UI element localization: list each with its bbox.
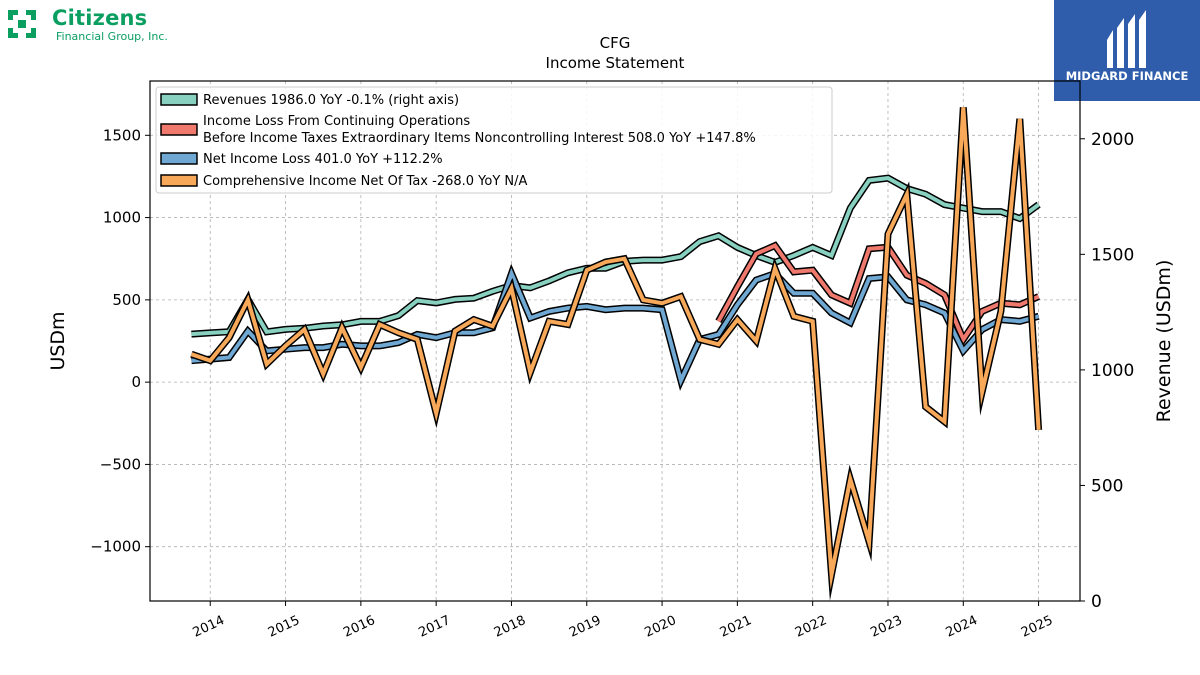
y-tick-label-right: 0 <box>1091 592 1102 612</box>
series-revenues <box>191 174 1041 338</box>
series-layer <box>190 107 1043 601</box>
x-tick-label: 2022 <box>793 613 829 641</box>
y-tick-label-left: −1000 <box>90 538 141 556</box>
y-tick-label-left: 1000 <box>103 209 141 227</box>
x-tick-label: 2016 <box>341 613 377 641</box>
x-tick-label: 2018 <box>492 613 528 641</box>
y-tick-label-left: 500 <box>112 291 141 309</box>
legend-label-comprehensive-income: Comprehensive Income Net Of Tax -268.0 Y… <box>203 174 528 189</box>
x-axis: 2014 2015 2016 2017 2018 2019 2020 2021 2022 2023… <box>191 601 1055 641</box>
legend-label-income-loss-line2: Before Income Taxes Extraordinary Items … <box>203 131 756 146</box>
x-tick-label: 2024 <box>944 613 980 641</box>
legend-item-comprehensive-income: Comprehensive Income Net Of Tax -268.0 Y… <box>160 174 528 189</box>
midgard-logo: MIDGARD FINANCE <box>1054 0 1200 101</box>
legend-label-net-income: Net Income Loss 401.0 YoY +112.2% <box>203 152 443 167</box>
x-tick-label: 2020 <box>642 613 678 641</box>
citizens-logo: Citizens Financial Group, Inc. <box>4 4 204 44</box>
y-tick-label-right: 500 <box>1091 476 1123 496</box>
y-tick-label-left: 1500 <box>103 126 141 144</box>
citizens-logo-mark-icon <box>8 10 36 38</box>
x-tick-label: 2021 <box>718 613 754 641</box>
y-tick-label-left: −500 <box>100 455 141 473</box>
right-logo-name: MIDGARD FINANCE <box>1065 69 1189 83</box>
legend-item-net-income: Net Income Loss 401.0 YoY +112.2% <box>160 152 443 167</box>
x-tick-label: 2017 <box>417 613 453 641</box>
x-tick-label: 2025 <box>1019 613 1055 641</box>
legend-swatch-income-loss <box>160 123 198 136</box>
series-line-income-loss-from <box>716 243 1040 344</box>
x-tick-label: 2014 <box>191 613 227 641</box>
series-income-loss-from <box>715 241 1040 347</box>
chart-title: CFG <box>600 34 631 52</box>
legend-swatch-comprehensive-income <box>160 174 198 187</box>
y-tick-label-right: 1500 <box>1091 245 1134 265</box>
legend-label-income-loss-line1: Income Loss From Continuing Operations <box>203 114 470 129</box>
midgard-logo-mark-icon <box>1107 10 1146 68</box>
series-line-revenues <box>191 176 1040 337</box>
legend-box <box>155 86 833 194</box>
legend-swatch-net-income <box>160 152 198 165</box>
left-logo-subtitle: Financial Group, Inc. <box>56 30 168 43</box>
series-comprehensive-income-net <box>190 107 1043 601</box>
legend: Revenues 1986.0 YoY -0.1% (right axis) I… <box>155 86 833 194</box>
chart-subtitle: Income Statement <box>546 54 685 72</box>
legend-item-income-loss: Income Loss From Continuing Operations B… <box>160 114 756 146</box>
y-tick-label-right: 1000 <box>1091 361 1134 381</box>
x-tick-label: 2019 <box>567 613 603 641</box>
left-logo-name: Citizens <box>52 6 148 30</box>
legend-swatch-revenues <box>160 93 198 106</box>
plot-frame <box>149 80 1081 602</box>
series-line-comprehensive-income-net <box>190 107 1041 590</box>
y-axis-label-right: Revenue (USDm) <box>1153 260 1175 423</box>
y-axis-left: −1000 −500 0 500 1000 1500 <box>90 126 150 556</box>
y-axis-label-left: USDm <box>47 311 69 370</box>
x-tick-label: 2015 <box>266 613 302 641</box>
x-tick-label: 2023 <box>868 613 904 641</box>
legend-item-revenues: Revenues 1986.0 YoY -0.1% (right axis) <box>160 93 459 108</box>
y-tick-label-left: 0 <box>131 373 141 391</box>
y-axis-right: 0 500 1000 1500 2000 <box>1080 130 1134 612</box>
legend-label-revenues: Revenues 1986.0 YoY -0.1% (right axis) <box>203 93 459 108</box>
y-tick-label-right: 2000 <box>1091 130 1134 150</box>
